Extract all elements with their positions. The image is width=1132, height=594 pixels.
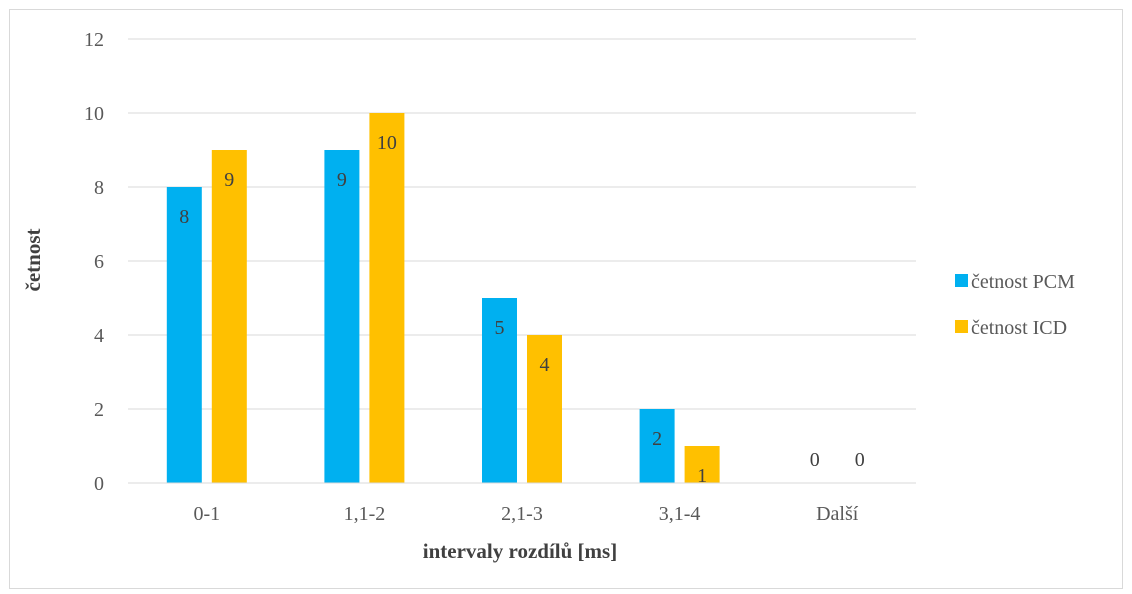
x-axis-ticks: 0-1 1,1-2 2,1-3 3,1-4 Další (193, 503, 858, 525)
y-tick-label: 4 (94, 325, 104, 347)
bar-pcm (324, 150, 360, 483)
x-tick-label: Další (816, 503, 859, 525)
legend: četnost PCM četnost ICD (955, 271, 1075, 339)
x-axis-title: intervaly rozdílů [ms] (423, 539, 617, 563)
y-tick-label: 6 (94, 251, 104, 273)
data-label: 10 (377, 132, 397, 154)
legend-swatch (955, 320, 968, 333)
x-tick-label: 3,1-4 (659, 503, 701, 525)
bar-icd (684, 446, 720, 483)
legend-label: četnost PCM (971, 271, 1075, 293)
data-label: 8 (179, 206, 189, 228)
data-label: 5 (495, 317, 505, 339)
legend-swatch (955, 274, 968, 287)
x-tick-label: 1,1-2 (344, 503, 386, 525)
y-tick-label: 2 (94, 399, 104, 421)
data-label: 4 (540, 354, 550, 376)
y-tick-label: 8 (94, 177, 104, 199)
gridlines (128, 38, 916, 410)
legend-label: četnost ICD (971, 317, 1067, 339)
data-label: 1 (697, 465, 707, 487)
data-label: 9 (224, 169, 234, 191)
bars (166, 113, 720, 483)
bar-pcm (166, 187, 202, 483)
bar-icd (527, 335, 562, 483)
y-tick-label: 10 (84, 103, 104, 125)
data-label: 2 (652, 428, 662, 450)
bar-icd (211, 150, 247, 483)
data-label: 0 (810, 449, 820, 471)
y-axis-title: četnost (21, 229, 45, 292)
y-axis-ticks: 0 2 4 6 8 10 12 (84, 29, 104, 495)
bar-pcm (482, 298, 517, 483)
y-tick-label: 12 (84, 29, 104, 51)
data-label: 9 (337, 169, 347, 191)
y-tick-label: 0 (94, 473, 104, 495)
x-tick-label: 2,1-3 (501, 503, 543, 525)
bar-pcm (639, 409, 675, 483)
data-label: 0 (855, 449, 865, 471)
bar-icd (369, 113, 405, 483)
x-tick-label: 0-1 (193, 503, 220, 525)
